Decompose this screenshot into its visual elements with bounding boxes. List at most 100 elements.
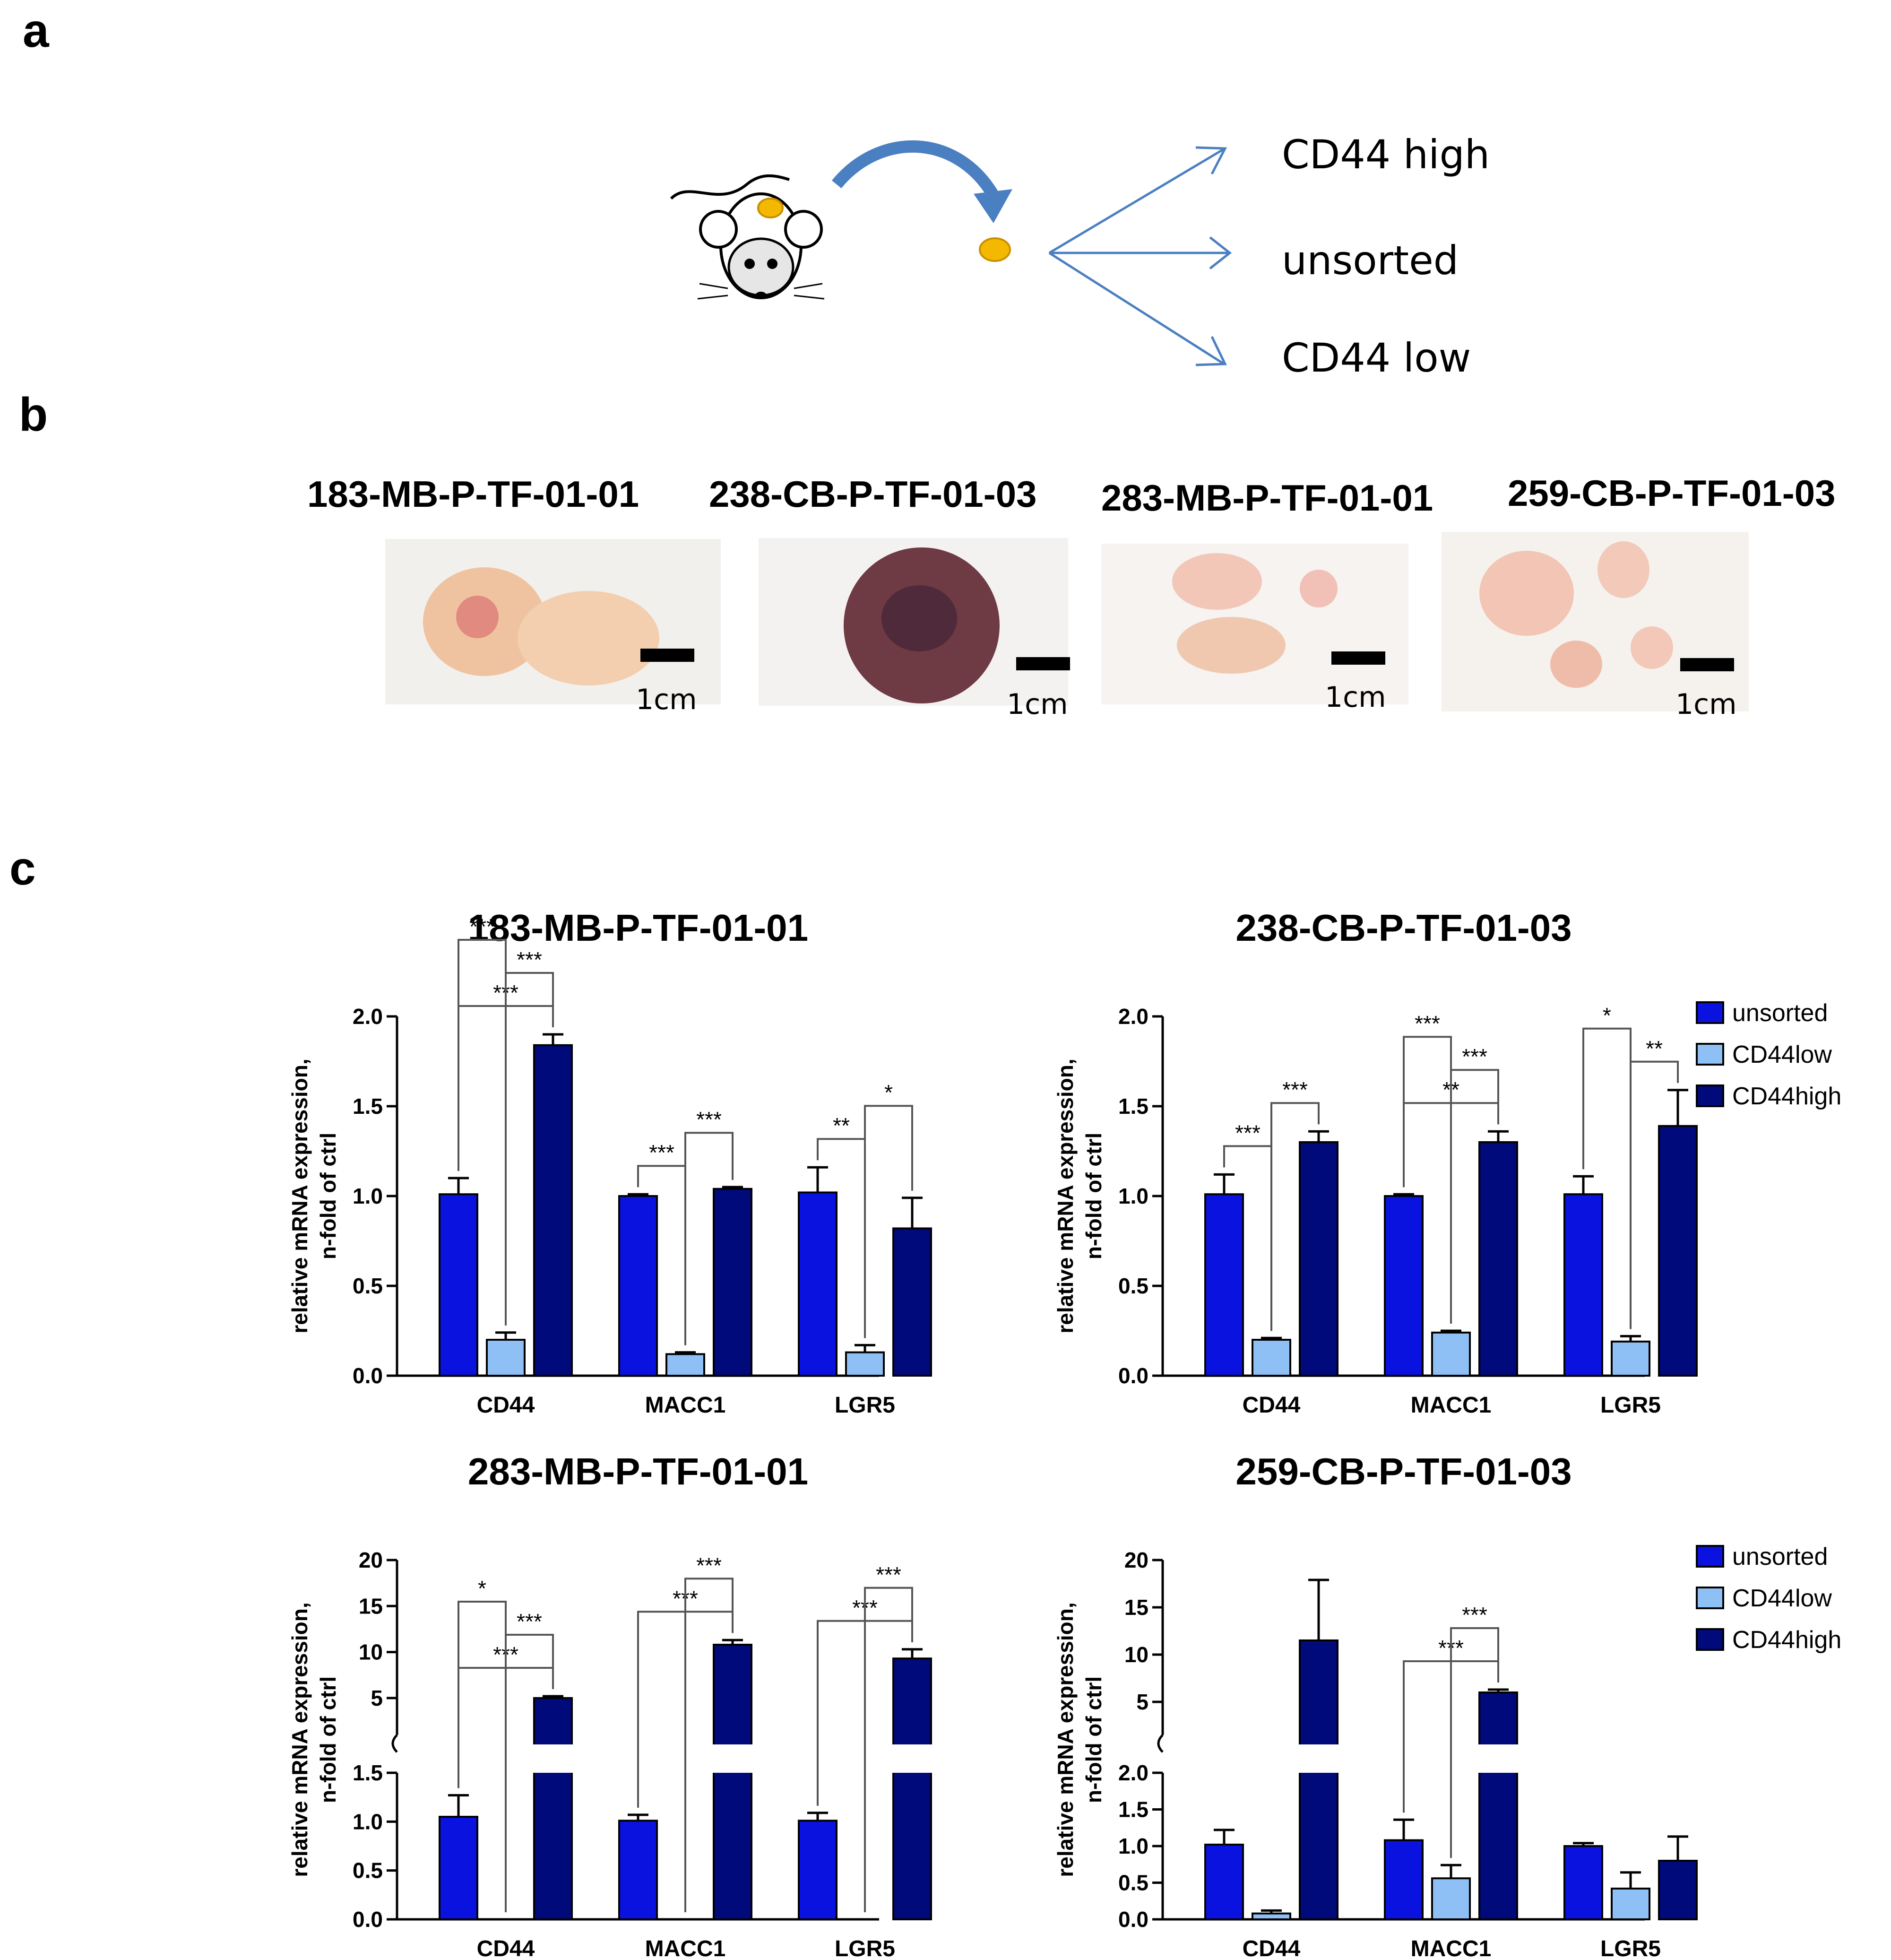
significance-label: *** <box>1235 1120 1261 1145</box>
y-tick-label: 1.0 <box>1118 1834 1148 1858</box>
legend-swatch-cd44high <box>1696 1628 1724 1651</box>
x-tick-label-lgr5: LGR5 <box>835 1393 895 1418</box>
significance-label: *** <box>1462 1044 1487 1069</box>
y-tick-label: 0.0 <box>353 1363 383 1388</box>
output-cd44-high: CD44 high <box>1282 131 1490 178</box>
bar-cd44high-lgr5 <box>892 1657 932 1921</box>
significance-label: * <box>884 1080 893 1105</box>
bar-cd44low-macc1 <box>1431 1331 1471 1377</box>
scale-bar-1 <box>640 649 694 662</box>
y-axis-label-line-1: relative mRNA expression, <box>287 1058 312 1333</box>
scale-bar-3 <box>1331 651 1385 665</box>
tumor-photo-2 <box>759 538 1068 706</box>
tumor-photo-3 <box>1101 544 1408 704</box>
y-tick-label: 1.5 <box>353 1094 383 1119</box>
y-tick-label: 0.5 <box>353 1858 383 1883</box>
y-axis-label-line-1: relative mRNA expression, <box>287 1602 312 1877</box>
bar-unsorted-lgr5 <box>1563 1845 1603 1920</box>
x-tick-label-macc1: MACC1 <box>1411 1936 1492 1960</box>
y-tick-label: 1.0 <box>1118 1184 1148 1208</box>
chart-283-mb: 283-MB-P-TF-01-01 relative mRNA expressio… <box>287 1450 933 1960</box>
significance-label: *** <box>876 1562 901 1587</box>
output-unsorted: unsorted <box>1282 237 1459 284</box>
significance-label: *** <box>649 1140 674 1165</box>
bar-unsorted-cd44 <box>439 1193 478 1377</box>
significance-bracket <box>864 1587 913 1912</box>
bar-break-gap <box>712 1744 753 1773</box>
y-axis-label-line-1: relative mRNA expression, <box>1053 1602 1078 1877</box>
bar-cd44high-macc1 <box>1478 1141 1518 1377</box>
legend-label-cd44high: CD44high <box>1732 1626 1841 1654</box>
significance-label: *** <box>517 1609 542 1634</box>
y-tick-label: 10 <box>359 1640 383 1665</box>
bar-cd44low-lgr5 <box>845 1351 885 1377</box>
legend-label-cd44low: CD44low <box>1732 1585 1832 1612</box>
chart-title: 283-MB-P-TF-01-01 <box>468 1450 808 1492</box>
bar-unsorted-macc1 <box>618 1820 658 1920</box>
bar-break-gap <box>891 1744 933 1773</box>
bar-cd44high-cd44 <box>533 1044 573 1377</box>
bar-unsorted-macc1 <box>618 1195 658 1377</box>
scale-label-1: 1cm <box>636 683 697 716</box>
x-tick-label-macc1: MACC1 <box>1411 1393 1492 1418</box>
bar-cd44low-cd44 <box>486 1339 526 1377</box>
significance-label: *** <box>1415 1011 1440 1036</box>
legend-swatch-unsorted <box>1696 1545 1724 1568</box>
y-axis-label-line-2: n-fold of ctrl <box>1081 1676 1106 1803</box>
significance-bracket <box>1582 1027 1632 1329</box>
x-tick-label-cd44: CD44 <box>477 1393 535 1418</box>
significance-bracket <box>864 1105 913 1338</box>
significance-bracket <box>1270 1102 1320 1331</box>
chart-183-mb: 183-MB-P-TF-01-01 relative mRNA expressio… <box>287 907 932 1418</box>
y-tick-label: 1.0 <box>353 1809 383 1834</box>
significance-label: *** <box>696 1107 722 1132</box>
bar-cd44low-macc1 <box>665 1353 705 1377</box>
y-tick-label: 1.0 <box>353 1184 383 1208</box>
mouse-icon <box>670 174 825 300</box>
y-tick-label: 0.0 <box>353 1907 383 1932</box>
significance-label: *** <box>1462 1603 1487 1627</box>
schematic-drawing <box>670 140 1232 366</box>
significance-label: *** <box>469 914 495 939</box>
bar-cd44high-cd44 <box>1299 1141 1338 1377</box>
x-tick-label-lgr5: LGR5 <box>1600 1393 1661 1418</box>
bar-unsorted-cd44 <box>1204 1843 1244 1921</box>
bar-cd44high-macc1 <box>713 1188 752 1377</box>
x-tick-label-lgr5: LGR5 <box>835 1936 895 1960</box>
significance-bracket <box>1403 1036 1452 1324</box>
significance-label: * <box>478 1576 486 1601</box>
bar-cd44low-cd44 <box>1252 1912 1291 1920</box>
y-tick-label: 1.5 <box>353 1761 383 1785</box>
photo-title-4: 259-CB-P-TF-01-03 <box>1508 472 1836 514</box>
y-tick-label: 0.0 <box>1118 1907 1148 1932</box>
panel-label-c: c <box>9 842 36 895</box>
y-tick-label: 2.0 <box>353 1004 383 1029</box>
y-tick-label: 1.5 <box>1118 1797 1148 1822</box>
legend-label-cd44low: CD44low <box>1732 1041 1832 1068</box>
bar-cd44high-macc1 <box>1478 1691 1518 1920</box>
tumor-photo-1 <box>385 539 721 704</box>
y-tick-label: 0.5 <box>353 1274 383 1298</box>
scale-label-2: 1cm <box>1007 688 1068 721</box>
significance-bracket <box>1450 1627 1499 1858</box>
bar-cd44high-cd44 <box>1299 1639 1338 1920</box>
bar-unsorted-cd44 <box>439 1816 478 1920</box>
bar-cd44low-macc1 <box>1431 1877 1471 1921</box>
y-tick-label: 2.0 <box>1118 1004 1148 1029</box>
y-tick-label: 0.5 <box>1118 1274 1148 1298</box>
x-tick-label-lgr5: LGR5 <box>1600 1936 1661 1960</box>
panel-label-b: b <box>19 388 48 441</box>
bar-break-gap <box>1298 1744 1339 1773</box>
y-tick-label: 15 <box>1124 1595 1148 1620</box>
bar-unsorted-macc1 <box>1384 1839 1424 1920</box>
bar-cd44high-macc1 <box>713 1644 752 1920</box>
significance-bracket <box>684 1578 734 1912</box>
legend-label-unsorted: unsorted <box>1732 1543 1828 1570</box>
legend-swatch-cd44low <box>1696 1043 1724 1066</box>
bar-unsorted-lgr5 <box>798 1191 838 1377</box>
legend-label-cd44high: CD44high <box>1732 1083 1841 1110</box>
bar-cd44high-lgr5 <box>892 1227 932 1377</box>
legend-swatch-cd44high <box>1696 1084 1724 1107</box>
x-tick-label-cd44: CD44 <box>1243 1936 1301 1960</box>
significance-label: *** <box>517 947 542 972</box>
